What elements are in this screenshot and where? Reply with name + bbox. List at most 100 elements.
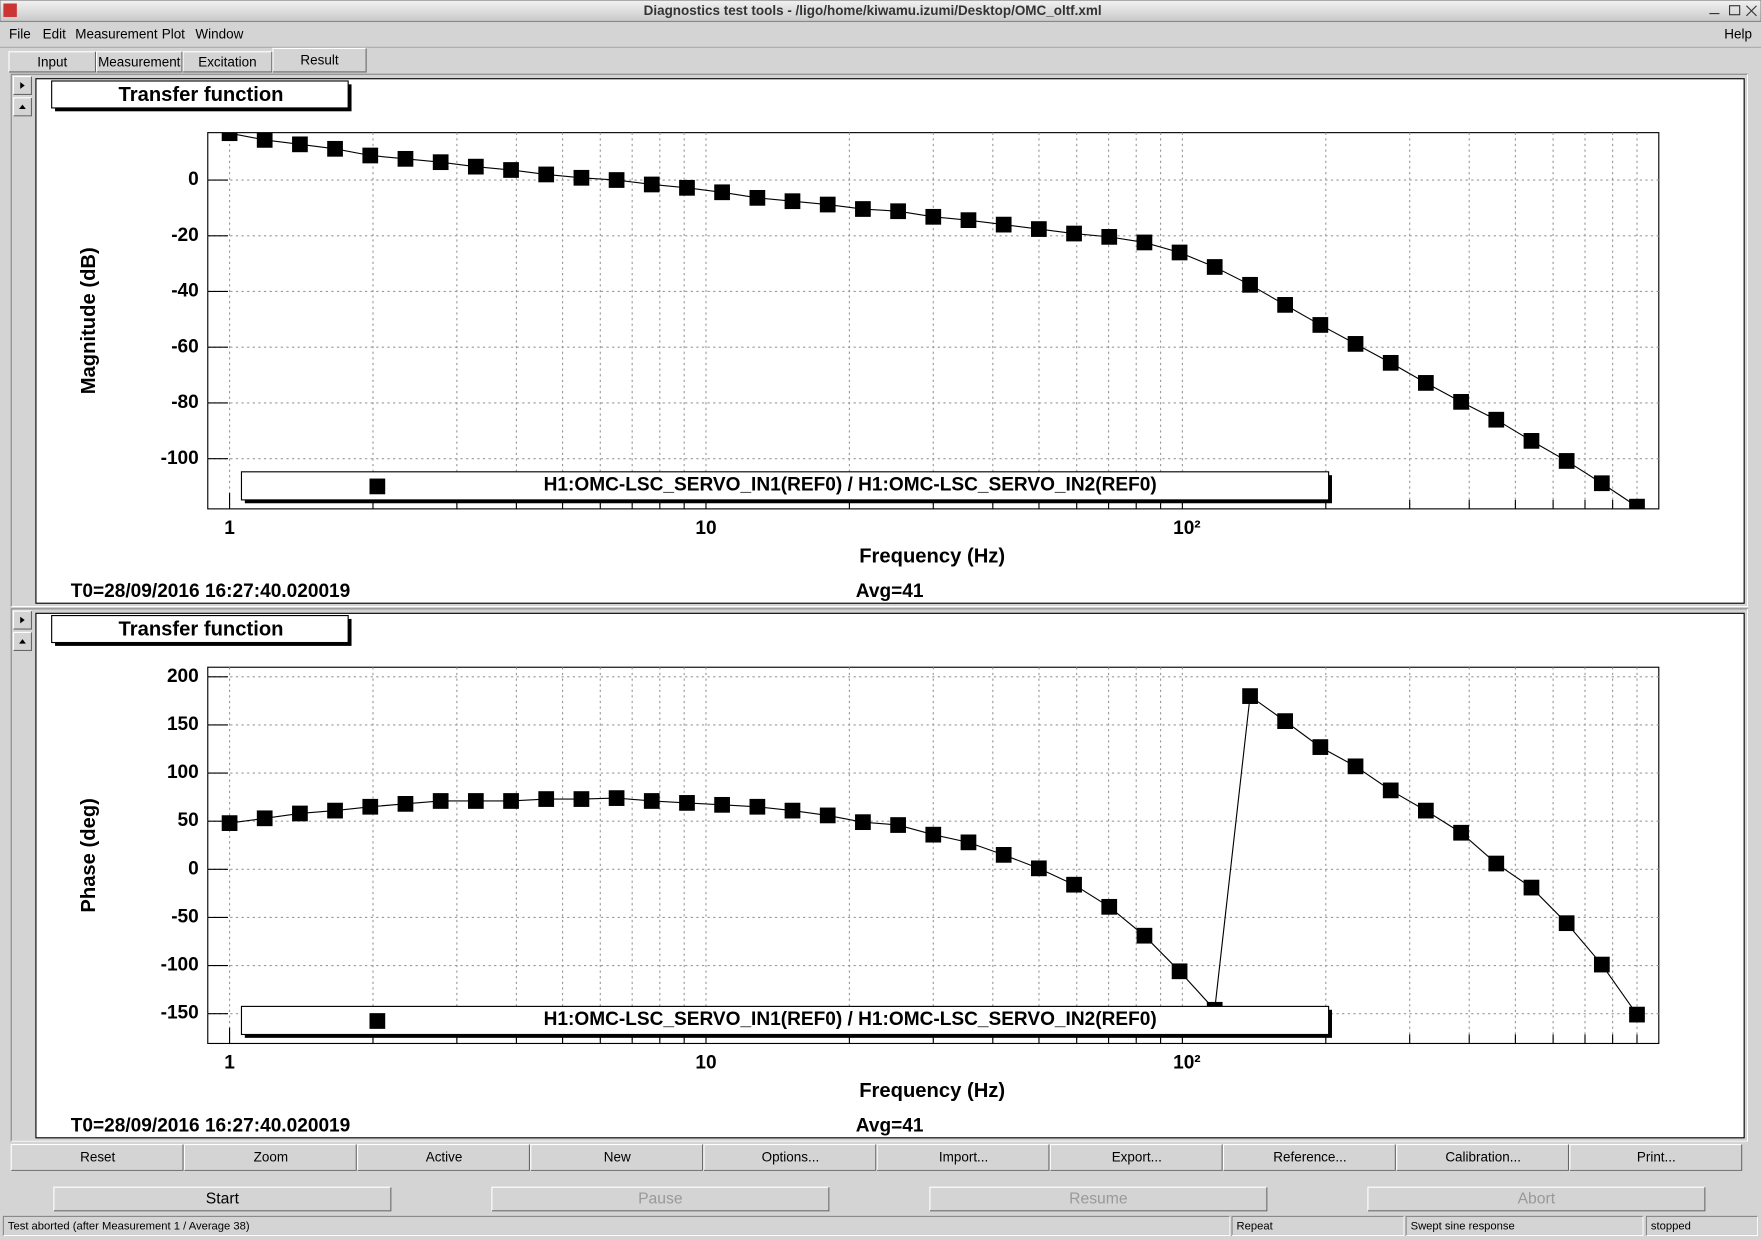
data-point (714, 796, 730, 813)
plot-button[interactable] (183, 1143, 357, 1171)
plot-button[interactable] (876, 1143, 1050, 1171)
data-point (784, 193, 801, 210)
y-axis-label: Magnitude (dB) (78, 247, 100, 394)
plot-button[interactable] (10, 1143, 184, 1171)
data-point (1136, 234, 1153, 251)
menu-item[interactable]: File (9, 26, 31, 41)
button-label[interactable]: Pause (638, 1191, 683, 1208)
close-button[interactable] (1746, 5, 1757, 17)
title-box (51, 615, 349, 644)
button-label[interactable]: Resume (1069, 1191, 1128, 1208)
plot-button-shadow (530, 1144, 704, 1171)
button-label[interactable]: Calibration... (1445, 1150, 1521, 1165)
data-point (573, 169, 590, 186)
status-segment-shadow (1646, 1216, 1759, 1237)
data-point (1277, 713, 1293, 729)
legend-label: H1:OMC-LSC_SERVO_IN1(REF0) / H1:OMC-LSC_… (544, 1009, 1157, 1030)
data-point (1418, 802, 1434, 819)
plot-panel-shadow (11, 608, 1749, 1142)
data-point (608, 172, 625, 188)
status-text: stopped (1651, 1220, 1691, 1232)
data-point (1171, 244, 1188, 261)
menu-item[interactable]: Plot (162, 26, 185, 41)
data-point (1593, 475, 1610, 492)
data-point (1347, 758, 1364, 775)
plot-button[interactable] (1396, 1143, 1570, 1171)
status-text: Repeat (1237, 1220, 1274, 1232)
data-point (467, 793, 484, 809)
data-point (819, 196, 836, 213)
plot-button[interactable] (703, 1143, 877, 1171)
tab-label[interactable]: Input (37, 55, 67, 70)
data-point (1030, 221, 1047, 237)
window-controls (1709, 5, 1757, 17)
window-title: Diagnostics test tools - /ligo/home/kiwa… (644, 3, 1102, 18)
data-point (538, 166, 555, 183)
x-tick-label: 10² (1173, 1053, 1201, 1074)
data-point (855, 201, 871, 217)
tab-label[interactable]: Excitation (198, 55, 256, 70)
data-point (256, 810, 273, 827)
button-label[interactable]: Start (206, 1191, 240, 1208)
data-point (643, 176, 660, 193)
data-point (327, 140, 343, 157)
data-point (995, 216, 1012, 233)
data-point (1206, 259, 1223, 275)
arrow-icon (19, 104, 26, 110)
menu-item[interactable]: Help (1724, 26, 1752, 41)
data-point (256, 132, 273, 148)
button-label[interactable]: Reference... (1273, 1150, 1346, 1165)
plot-button-shadow (1050, 1144, 1223, 1171)
tab-shadow (8, 51, 97, 73)
button-label[interactable]: Print... (1637, 1150, 1676, 1165)
data-point (362, 147, 379, 164)
button-label[interactable]: Reset (80, 1150, 115, 1165)
plot-button[interactable] (1049, 1143, 1223, 1171)
data-point (1593, 956, 1610, 973)
data-point (397, 796, 414, 812)
x-tick-label: 10 (695, 1053, 716, 1074)
data-point (608, 790, 625, 806)
plot-button-shadow (184, 1144, 357, 1171)
panel-arrow-button-shadow (13, 97, 33, 117)
data-point (960, 212, 977, 229)
maximize-button[interactable] (1728, 5, 1741, 16)
data-point (573, 791, 590, 807)
button-label[interactable]: Export... (1112, 1150, 1162, 1165)
plot-button-shadow (1223, 1144, 1396, 1171)
menu-item[interactable]: Window (195, 26, 243, 41)
menu-item[interactable]: Measurement (75, 26, 158, 41)
button-label[interactable]: Abort (1518, 1191, 1556, 1208)
legend-marker (369, 478, 386, 495)
data-point (679, 179, 695, 196)
y-tick-label: 100 (167, 762, 199, 783)
plot-button-shadow (877, 1144, 1050, 1171)
data-point (1558, 915, 1575, 932)
y-tick-label: -50 (171, 906, 199, 927)
button-label[interactable]: Active (426, 1150, 463, 1165)
status-segment-shadow (1406, 1216, 1644, 1237)
x-axis-label: Frequency (Hz) (859, 1080, 1005, 1102)
data-point (1629, 1006, 1645, 1023)
arrow-icon (20, 82, 25, 89)
button-label[interactable]: Zoom (254, 1150, 288, 1165)
tab-label[interactable]: Measurement (98, 55, 181, 70)
status-segment-shadow (1232, 1216, 1405, 1237)
data-point (819, 807, 836, 824)
tab-label[interactable]: Result (300, 52, 338, 67)
data-point (221, 815, 238, 831)
y-axis-label: Phase (deg) (78, 798, 100, 913)
plot-button-shadow (703, 1144, 877, 1171)
data-point (1277, 297, 1293, 313)
button-label[interactable]: New (604, 1150, 631, 1165)
data-point (1488, 411, 1505, 428)
status-text: Test aborted (after Measurement 1 / Aver… (8, 1220, 250, 1232)
data-point (1558, 453, 1575, 469)
plot-button-shadow (1569, 1144, 1743, 1171)
button-label[interactable]: Import... (939, 1150, 988, 1165)
button-label[interactable]: Options... (762, 1150, 820, 1165)
menu-item[interactable]: Edit (43, 26, 66, 41)
data-point (1171, 963, 1188, 980)
